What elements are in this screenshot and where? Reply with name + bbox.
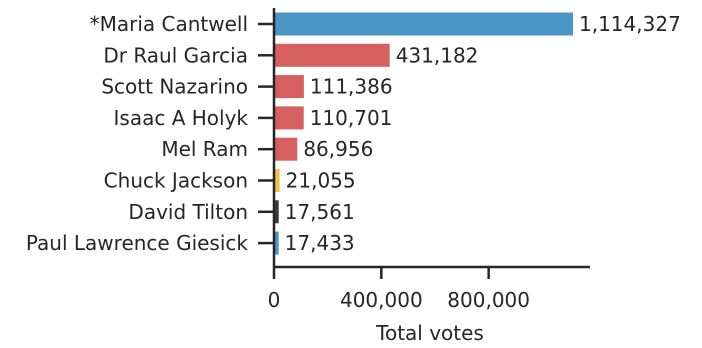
category-label-2: Scott Nazarino [101, 75, 248, 99]
category-label-0: *Maria Cantwell [90, 12, 248, 36]
bar-5 [274, 169, 280, 192]
category-label-4: Mel Ram [161, 137, 248, 161]
value-label-5: 21,055 [286, 169, 356, 193]
bar-3 [274, 106, 304, 130]
value-label-0: 1,114,327 [579, 12, 681, 36]
value-label-6: 17,561 [285, 200, 355, 224]
x-axis-title: Total votes [375, 321, 484, 345]
axis-ticks: 0 400,000 800,000 [258, 22, 530, 312]
bars-layer [274, 12, 573, 255]
category-label-1: Dr Raul Garcia [103, 43, 248, 67]
bar-4 [274, 137, 298, 161]
bar-7 [274, 231, 279, 255]
category-labels: *Maria Cantwell Dr Raul Garcia Scott Nazar… [26, 12, 249, 255]
category-label-7: Paul Lawrence Giesick [26, 231, 249, 255]
value-label-2: 111,386 [310, 75, 393, 99]
bar-6 [274, 200, 279, 224]
value-label-1: 431,182 [396, 43, 479, 67]
category-label-6: David Tilton [128, 200, 248, 224]
bar-2 [274, 75, 304, 99]
x-tick-label-2: 800,000 [447, 288, 530, 312]
x-tick-label-0: 0 [268, 288, 281, 312]
category-label-3: Isaac A Holyk [114, 106, 249, 130]
bar-1 [274, 43, 390, 67]
category-label-5: Chuck Jackson [104, 169, 248, 193]
value-label-3: 110,701 [310, 106, 393, 130]
x-tick-label-1: 400,000 [340, 288, 423, 312]
value-label-7: 17,433 [285, 231, 355, 255]
value-label-4: 86,956 [303, 137, 373, 161]
bar-0 [274, 12, 573, 36]
